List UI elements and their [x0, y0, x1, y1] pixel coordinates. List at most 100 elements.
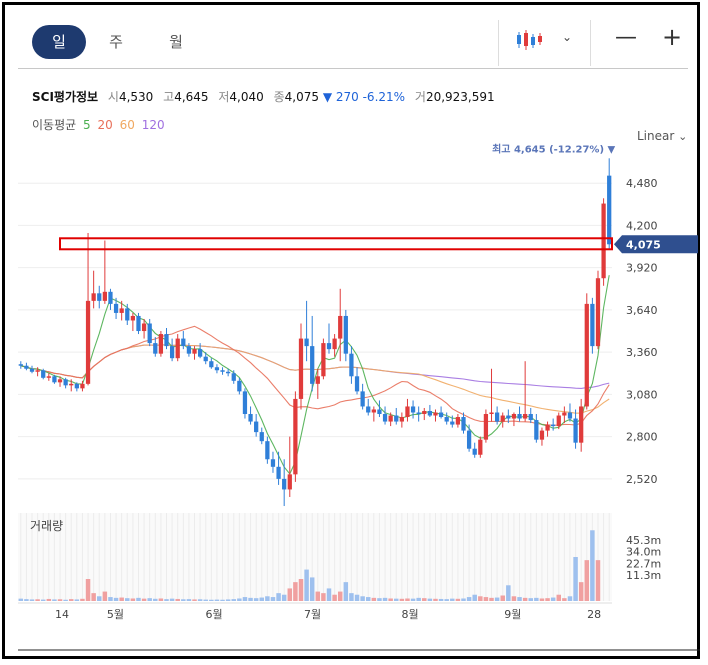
volume-bar — [46, 598, 52, 601]
volume-bar — [472, 594, 477, 601]
candle-body — [444, 417, 449, 422]
candle-body — [382, 414, 388, 422]
candle-body — [343, 315, 348, 354]
volume-bar — [24, 599, 29, 601]
candle-body — [130, 315, 136, 321]
x-tick-label: 14 — [55, 608, 69, 621]
candle-body — [237, 380, 242, 392]
candle-body — [388, 415, 393, 422]
candle-body — [282, 478, 287, 490]
ma60-label[interactable]: 60 — [119, 118, 135, 132]
volume-bar — [265, 596, 270, 601]
volume-bar — [181, 599, 186, 601]
candle-body — [186, 346, 192, 354]
candle-body — [203, 356, 208, 362]
candle-body — [304, 338, 309, 347]
volume-bar — [511, 596, 517, 601]
volume-bar — [192, 599, 197, 601]
y-tick-label: 3,080 — [626, 388, 658, 401]
volume-bar — [466, 597, 472, 601]
volume-bar — [427, 598, 433, 601]
volume-bar — [97, 596, 102, 601]
volume-bar — [293, 582, 298, 601]
volume-bar — [259, 597, 265, 601]
candle-body — [601, 203, 606, 279]
candle-body — [539, 430, 545, 440]
candle-body — [590, 303, 595, 347]
candle-body — [46, 376, 51, 378]
volume-bar — [242, 597, 248, 601]
volume-bar — [85, 579, 91, 601]
volume-bar — [119, 597, 124, 601]
ma5-label[interactable]: 5 — [83, 118, 91, 132]
volume-bar — [225, 599, 231, 601]
volume-bar — [147, 598, 152, 601]
high-label: 고 — [163, 90, 175, 104]
volume-bar — [337, 591, 343, 601]
tab-day[interactable]: 일 — [32, 25, 86, 59]
candle-body — [506, 415, 511, 419]
candle-body — [371, 409, 376, 413]
volume-bar — [567, 596, 573, 601]
volume-bar — [500, 595, 505, 601]
candle-body — [438, 412, 444, 418]
candle-body — [416, 412, 421, 415]
candle-body — [18, 364, 23, 366]
candle-body — [523, 414, 528, 419]
y-tick-label: 2,520 — [626, 473, 658, 486]
ma20-label[interactable]: 20 — [97, 118, 113, 132]
low-value: 4,040 — [229, 90, 264, 104]
candle-body — [315, 376, 320, 384]
candle-body — [567, 412, 573, 419]
scale-select[interactable]: Linear ⌄ — [637, 129, 687, 143]
candle-body — [147, 323, 152, 344]
chevron-down-icon: ⌄ — [678, 130, 688, 143]
candle-body — [422, 410, 427, 415]
volume-bar — [578, 582, 584, 601]
candle-body — [472, 448, 477, 455]
toolbar-divider — [590, 20, 591, 66]
candle-body — [175, 338, 180, 359]
volume-bar — [349, 593, 354, 601]
volume-bar — [35, 599, 40, 601]
candle-body — [293, 398, 298, 475]
candle-body — [136, 315, 141, 332]
zoom-in-button[interactable]: + — [662, 23, 683, 51]
volume-bar — [113, 597, 119, 601]
tab-week[interactable]: 주 — [109, 33, 123, 51]
zoom-out-button[interactable]: — — [615, 25, 637, 50]
volume-bar — [237, 598, 242, 601]
candle-body — [511, 414, 517, 419]
volume-bar — [63, 599, 68, 601]
volume-bar — [253, 598, 259, 601]
volume-bar — [573, 557, 578, 601]
volume-bar — [377, 598, 382, 601]
volume-bar — [506, 585, 511, 601]
volume-bar — [394, 598, 399, 601]
volume-bar — [248, 597, 253, 601]
candle-body — [405, 406, 410, 418]
chart-frame — [2, 2, 700, 659]
candle-body — [466, 430, 472, 449]
volume-bar — [304, 569, 309, 601]
candle-body — [489, 412, 494, 415]
tab-month[interactable]: 월 — [169, 33, 183, 51]
ma120-label[interactable]: 120 — [141, 118, 165, 132]
candlestick-chart-icon[interactable] — [515, 28, 545, 52]
close-value: 4,075 — [284, 90, 320, 104]
open-value: 4,530 — [118, 90, 154, 104]
chevron-down-icon[interactable]: ⌄ — [562, 30, 573, 44]
ma120-line — [20, 344, 610, 389]
volume-bar — [281, 594, 287, 601]
candle-body — [97, 293, 102, 301]
volume-bar — [483, 597, 489, 601]
volume-bar — [197, 599, 203, 601]
toolbar-divider — [498, 20, 499, 66]
volume-bar — [438, 598, 444, 601]
volume-bar — [590, 530, 595, 601]
volume-bar — [231, 599, 236, 601]
stock-name: SCI평가정보 — [32, 90, 99, 104]
volume-bar — [388, 598, 393, 601]
candle-body — [287, 474, 292, 490]
